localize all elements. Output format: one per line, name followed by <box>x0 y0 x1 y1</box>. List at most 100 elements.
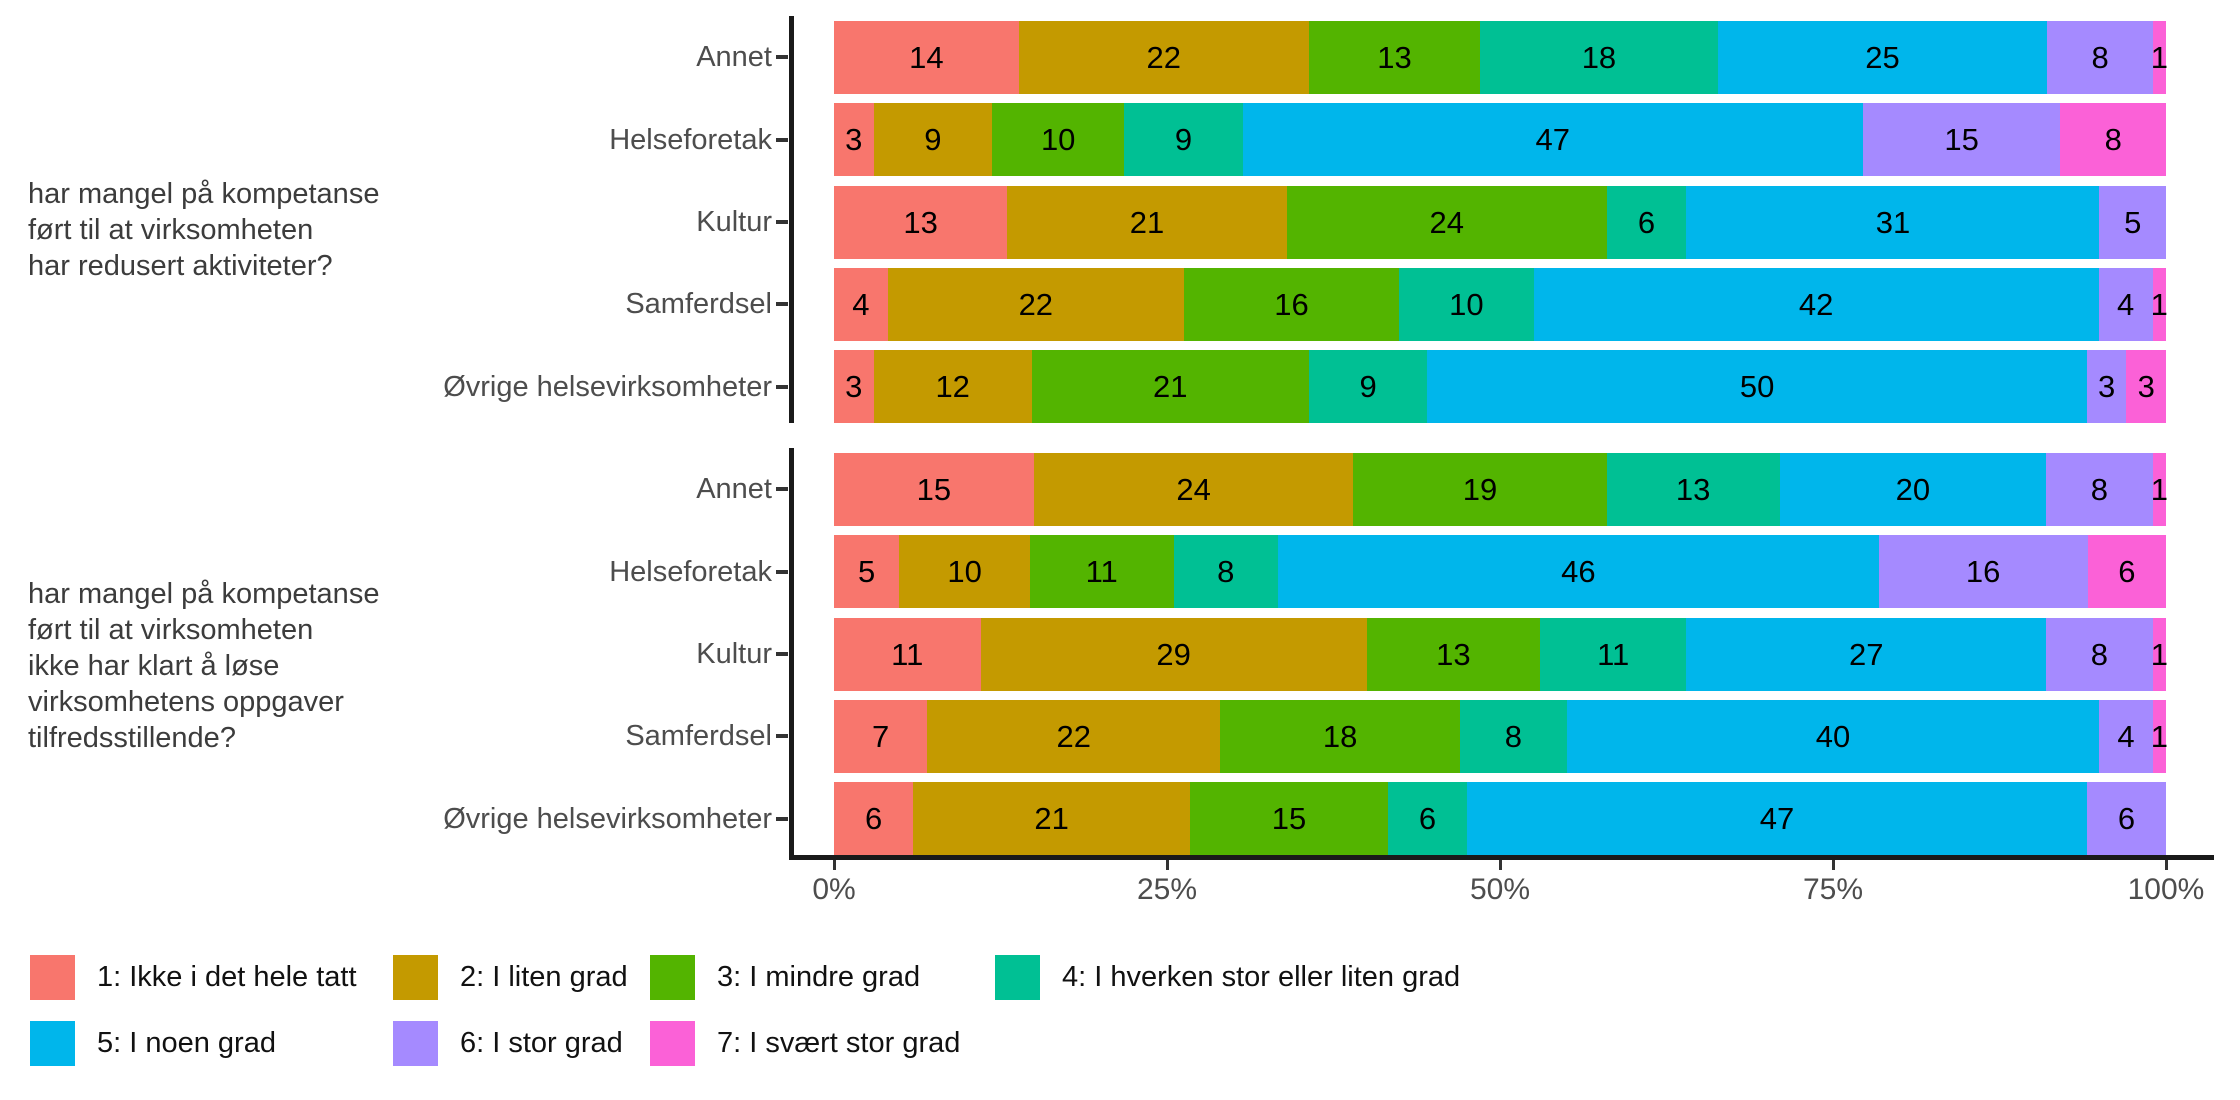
bar-segment: 13 <box>834 185 1008 259</box>
bar-segment-value: 9 <box>1359 369 1377 405</box>
bar-segment-value: 24 <box>1429 204 1464 240</box>
bar-segment-value: 10 <box>1449 286 1484 322</box>
bar-segment: 7 <box>834 699 928 773</box>
bar-segment-value: 7 <box>871 718 890 754</box>
bar-segment: 8 <box>2047 20 2153 94</box>
x-tick-label: 50% <box>1469 873 1531 906</box>
bar-segment-value: 4 <box>2117 718 2135 754</box>
legend-label: 4: I hverken stor eller liten grad <box>1062 961 1461 993</box>
y-tick-mark <box>776 384 788 389</box>
bar-segment: 10 <box>899 535 1030 609</box>
bar-segment: 27 <box>1686 617 2047 691</box>
bar-segment-value: 50 <box>1739 369 1775 405</box>
bar-segment: 42 <box>1533 267 2099 341</box>
facet-question-bottom: har mangel på kompetanse ført til at vir… <box>28 578 380 754</box>
x-tick-mark <box>1165 860 1169 870</box>
bar-segment: 8 <box>1460 699 1567 773</box>
bar-segment: 24 <box>1033 452 1354 526</box>
y-tick-mark <box>776 220 788 224</box>
bar-segment: 29 <box>980 617 1367 691</box>
bar-segment-value: 19 <box>1462 471 1498 507</box>
bar-segment-value: 1 <box>2150 286 2168 322</box>
bar-segment: 21 <box>1031 350 1309 424</box>
bar-segment: 5 <box>2099 185 2166 259</box>
bar-segment-value: 9 <box>1174 122 1193 158</box>
bar-segment-value: 8 <box>1217 554 1235 590</box>
bar-segment-value: 22 <box>1146 39 1181 75</box>
category-label: Øvrige helsevirksomheter <box>443 370 772 403</box>
bar-segment: 10 <box>992 103 1125 177</box>
bar-segment-value: 16 <box>1274 286 1309 322</box>
bar: 4 22 16 10 42 4 1 <box>834 267 2168 341</box>
bar-segment: 6 <box>2087 535 2166 609</box>
y-tick-mark <box>776 569 788 574</box>
bar-segment: 4 <box>2099 699 2153 773</box>
bar-segment: 3 <box>2086 350 2127 424</box>
bar-segment-value: 22 <box>1018 286 1054 322</box>
bar: 3 9 10 9 47 15 8 <box>834 103 2166 177</box>
bar: 3 12 21 9 50 3 3 <box>834 350 2166 424</box>
bar-segment-value: 25 <box>1865 39 1900 75</box>
x-tick-mark <box>2164 860 2168 870</box>
bar-segment-value: 46 <box>1561 554 1596 590</box>
bar-segment-value: 15 <box>916 471 952 507</box>
legend-label: 6: I stor grad <box>460 1027 623 1059</box>
legend-swatch <box>30 955 75 1000</box>
y-tick-mark <box>776 652 788 656</box>
bar-segment-value: 13 <box>1377 39 1412 75</box>
category-label: Annet <box>696 473 772 506</box>
bar-segment-value: 15 <box>1271 801 1307 837</box>
bar-segment: 13 <box>1606 452 1780 526</box>
bar-segment-value: 21 <box>1034 801 1069 837</box>
bar-segment: 13 <box>1308 20 1481 94</box>
bar-segment-value: 42 <box>1798 286 1834 322</box>
bar-segment: 9 <box>1124 103 1243 177</box>
bar-segment-value: 21 <box>1153 369 1188 405</box>
x-axis-line <box>789 855 2214 860</box>
bar-segment-value: 13 <box>903 204 938 240</box>
legend-swatch <box>393 1021 438 1066</box>
bar-segment: 47 <box>1467 782 2087 856</box>
bar-segment: 5 <box>834 535 900 609</box>
bar-segment: 1 <box>2151 20 2168 94</box>
bar-segment-value: 1 <box>2150 718 2168 754</box>
bar-segment: 47 <box>1242 103 1863 177</box>
bar-segment: 31 <box>1686 185 2100 259</box>
bar-segment: 21 <box>913 782 1191 856</box>
legend-swatch <box>650 1021 695 1066</box>
bar-segment-value: 47 <box>1535 122 1570 158</box>
bar-segment: 24 <box>1286 185 1607 259</box>
bar-segment-value: 18 <box>1322 718 1358 754</box>
x-tick-label: 25% <box>1136 873 1198 906</box>
bar-segment: 4 <box>834 267 888 341</box>
bar-segment: 3 <box>834 103 874 177</box>
bar-segment: 22 <box>927 699 1221 773</box>
y-tick-mark <box>776 816 788 821</box>
bar-segment: 13 <box>1366 617 1540 691</box>
bar-segment: 11 <box>1539 617 1687 691</box>
bar-segment-value: 27 <box>1849 636 1884 672</box>
bar-segment-value: 8 <box>2090 471 2109 507</box>
bar-segment: 9 <box>873 103 993 177</box>
bar-segment-value: 8 <box>2090 636 2109 672</box>
category-label: Samferdsel <box>625 288 772 321</box>
bar: 6 21 15 6 47 6 <box>834 782 2166 856</box>
x-tick-label: 100% <box>2127 873 2205 906</box>
x-tick-mark <box>1831 860 1835 870</box>
legend-label: 1: Ikke i det hele tatt <box>97 961 357 993</box>
category-label: Kultur <box>696 638 772 670</box>
bar-segment: 22 <box>1018 20 1309 94</box>
bar-segment: 15 <box>1862 103 2061 177</box>
bar-segment: 18 <box>1480 20 1718 94</box>
legend-item: 6: I stor grad <box>393 1021 623 1066</box>
bar-segment-value: 29 <box>1156 636 1191 672</box>
bar: 14 22 13 18 25 8 1 <box>834 20 2168 94</box>
bar-segment: 6 <box>834 782 914 856</box>
bar-segment: 22 <box>887 267 1184 341</box>
bar-segment: 40 <box>1566 699 2100 773</box>
bar-segment: 12 <box>873 350 1032 424</box>
bar-segment-value: 9 <box>924 122 942 158</box>
bar-segment-value: 11 <box>1085 554 1118 590</box>
bar-segment-value: 40 <box>1815 718 1851 754</box>
